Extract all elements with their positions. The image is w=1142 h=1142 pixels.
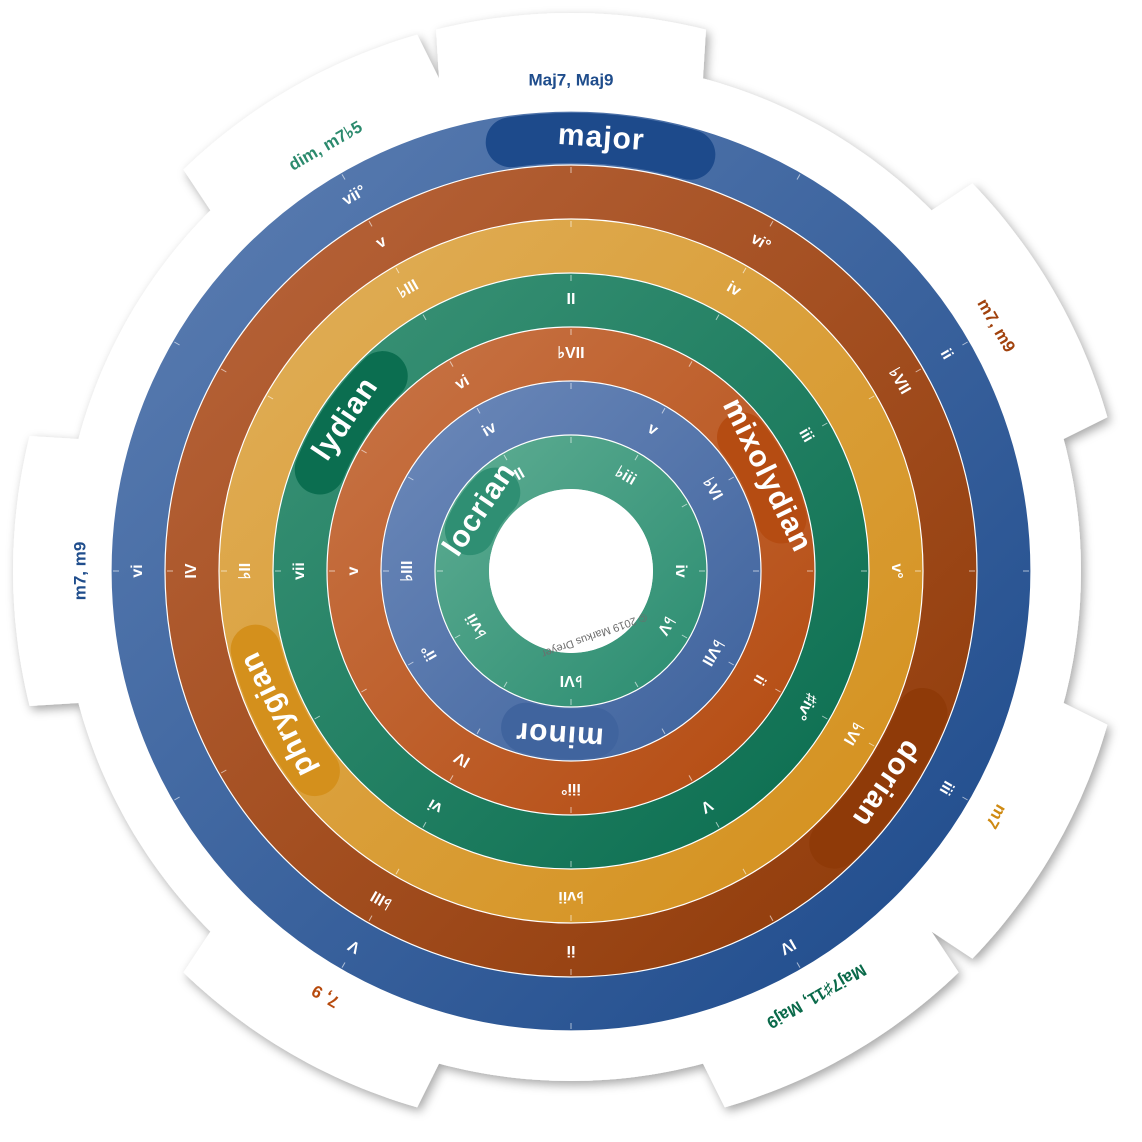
ring-tick bbox=[715, 821, 720, 828]
chord-label: m7, m9 bbox=[70, 542, 89, 601]
ring-tick bbox=[454, 634, 461, 639]
ring-numeral: vii bbox=[291, 562, 308, 580]
ring-divider bbox=[272, 272, 870, 870]
ring-tick bbox=[634, 681, 639, 688]
ring-tick bbox=[821, 715, 828, 720]
ring-tick bbox=[728, 476, 735, 481]
ring-tick bbox=[422, 314, 427, 321]
ring-tick bbox=[314, 715, 321, 720]
ring-numeral: iii° bbox=[561, 780, 581, 797]
ring-divider bbox=[380, 380, 762, 762]
mode-pill[interactable] bbox=[444, 467, 521, 556]
ring-numeral: ♭II bbox=[237, 563, 254, 579]
mode-pill[interactable] bbox=[294, 351, 408, 495]
ring-tick bbox=[796, 174, 801, 180]
ring-tick bbox=[361, 449, 367, 454]
ring-tick bbox=[220, 769, 227, 774]
ring-numeral: v° bbox=[888, 563, 905, 578]
ring-tick bbox=[395, 868, 400, 875]
ring-tick bbox=[868, 395, 875, 400]
ring-tick bbox=[220, 368, 227, 373]
ring-numeral: IV bbox=[183, 563, 200, 578]
ring-numeral: ♭vii bbox=[558, 888, 583, 905]
ring-tick bbox=[476, 407, 481, 414]
ring-divider bbox=[110, 110, 1032, 1032]
mode-name-major: major bbox=[557, 118, 646, 157]
ring-tick bbox=[407, 476, 414, 481]
ring-numeral: vi bbox=[129, 564, 146, 577]
mode-pill[interactable] bbox=[716, 412, 807, 544]
ring-tick bbox=[449, 775, 454, 781]
ring-tick bbox=[341, 962, 346, 968]
ring-numeral: ii bbox=[567, 942, 576, 959]
ring-tick bbox=[341, 174, 346, 180]
ring-numeral: ♭VI bbox=[560, 672, 583, 689]
ring-tick bbox=[395, 267, 400, 274]
ring-band[interactable] bbox=[327, 327, 815, 815]
ring-tick bbox=[422, 821, 427, 828]
ring-tick bbox=[407, 661, 414, 666]
ring-numeral: ♭VII bbox=[557, 345, 584, 362]
ring-numeral: ♭III bbox=[399, 561, 416, 582]
ring-tick bbox=[742, 868, 747, 875]
mode-pill[interactable] bbox=[230, 624, 340, 797]
ring-divider bbox=[434, 434, 708, 708]
ring-tick bbox=[361, 688, 367, 693]
ring-numeral: iv bbox=[672, 564, 689, 577]
ring-tick bbox=[661, 407, 666, 414]
ring-tick bbox=[775, 688, 781, 693]
mode-name-minor: minor bbox=[514, 716, 604, 755]
ring-tick bbox=[688, 775, 693, 781]
ring-tick bbox=[868, 742, 875, 747]
ring-divider bbox=[164, 164, 978, 978]
ring-tick bbox=[267, 395, 274, 400]
ring-band[interactable] bbox=[273, 273, 869, 869]
ring-tick bbox=[503, 454, 508, 461]
ring-numeral: v bbox=[345, 566, 362, 575]
ring-tick bbox=[715, 314, 720, 321]
ring-tick bbox=[769, 915, 774, 922]
ring-tick bbox=[174, 796, 180, 801]
ring-tick bbox=[368, 915, 373, 922]
ring-tick bbox=[796, 962, 801, 968]
ring-tick bbox=[503, 681, 508, 688]
ring-tick bbox=[634, 454, 639, 461]
ring-band[interactable] bbox=[219, 219, 923, 923]
ring-tick bbox=[742, 267, 747, 274]
mode-pill[interactable] bbox=[809, 687, 948, 869]
ring-tick bbox=[769, 220, 774, 227]
ring-tick bbox=[962, 796, 968, 801]
ring-tick bbox=[821, 422, 828, 427]
chord-label: Maj7, Maj9 bbox=[528, 70, 613, 89]
ring-tick bbox=[681, 634, 688, 639]
ring-tick bbox=[915, 368, 922, 373]
ring-tick bbox=[962, 341, 968, 346]
ring-tick bbox=[476, 728, 481, 735]
ring-band[interactable] bbox=[165, 165, 977, 977]
ring-tick bbox=[688, 361, 693, 367]
mode-pill[interactable] bbox=[485, 113, 716, 180]
ring-divider bbox=[326, 326, 816, 816]
ring-numeral: ii° bbox=[418, 642, 440, 664]
ring-tick bbox=[449, 361, 454, 367]
ring-tick bbox=[368, 220, 373, 227]
ring-divider bbox=[218, 218, 924, 924]
ring-tick bbox=[728, 661, 735, 666]
ring-band[interactable] bbox=[435, 435, 707, 707]
ring-numeral: II bbox=[567, 291, 576, 308]
mode-pill[interactable] bbox=[501, 702, 619, 759]
ring-tick bbox=[174, 341, 180, 346]
center-hole bbox=[489, 489, 653, 653]
ring-tick bbox=[681, 503, 688, 508]
ring-tick bbox=[661, 728, 666, 735]
